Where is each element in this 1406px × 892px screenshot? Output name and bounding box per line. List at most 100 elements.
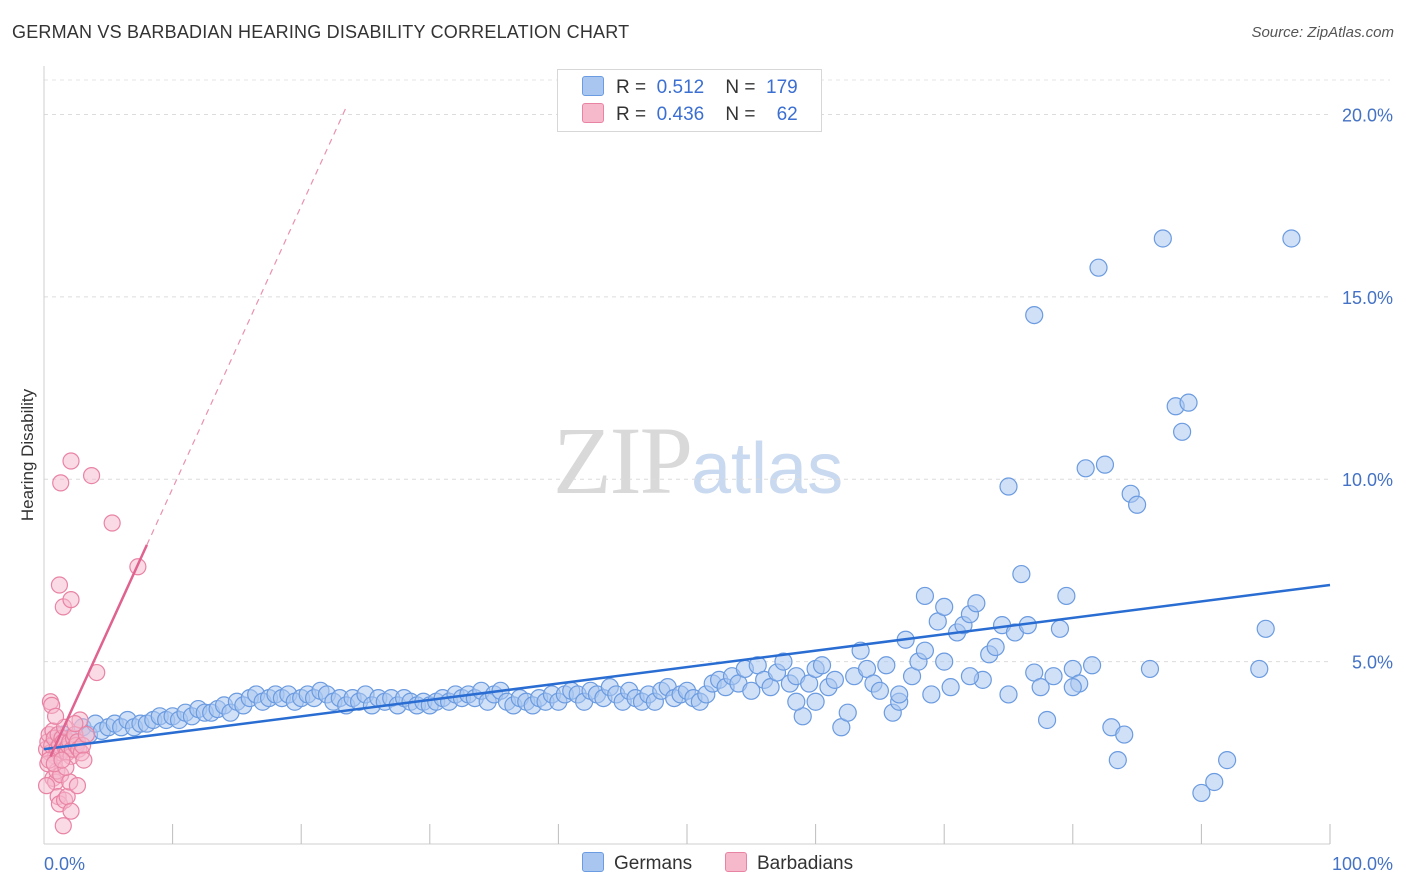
chart-source: Source: ZipAtlas.com xyxy=(1251,24,1394,41)
axes xyxy=(43,66,1331,845)
barbadian-point xyxy=(62,452,80,470)
german-point xyxy=(1218,751,1237,770)
legend-n-value: 179 xyxy=(766,77,798,98)
barbadian-point xyxy=(62,802,80,820)
german-point xyxy=(1140,659,1160,679)
german-point xyxy=(1173,422,1192,441)
german-point xyxy=(806,692,825,711)
german-point xyxy=(742,681,761,700)
barbadian-point xyxy=(52,474,70,492)
german-point xyxy=(1153,229,1172,248)
german-point xyxy=(915,641,935,660)
german-point xyxy=(1250,659,1269,679)
german-point xyxy=(1025,305,1044,325)
german-point xyxy=(986,637,1005,657)
y-tick-label: 15.0% xyxy=(1342,288,1393,308)
german-point xyxy=(1050,619,1070,638)
barbadian-point xyxy=(54,817,72,835)
bottom-legend-barbadians[interactable]: Barbadians xyxy=(725,852,853,875)
german-point xyxy=(922,685,941,704)
german-point xyxy=(870,681,890,700)
legend-r-label: R = xyxy=(616,77,647,98)
german-point xyxy=(999,477,1018,496)
watermark: ZIPatlas xyxy=(553,405,843,516)
barbadian-point xyxy=(37,777,56,795)
legend-n-label: N = xyxy=(725,77,756,98)
x-tick-label: 0.0% xyxy=(44,854,85,874)
german-point xyxy=(890,685,909,704)
german-point xyxy=(787,692,806,711)
german-point xyxy=(1037,710,1057,730)
chart-title: GERMAN VS BARBADIAN HEARING DISABILITY C… xyxy=(12,22,630,42)
german-point xyxy=(999,685,1018,704)
german-swatch xyxy=(582,76,604,96)
german-point xyxy=(812,656,832,675)
trend-lines xyxy=(43,106,1331,757)
german-point xyxy=(941,678,960,697)
y-tick-label: 20.0% xyxy=(1342,105,1393,125)
legend-r-value: 0.436 xyxy=(656,104,705,125)
tick-labels: 5.0% 10.0% 15.0% 20.0% 0.0% 100.0% xyxy=(44,105,1393,874)
y-tick-label: 5.0% xyxy=(1352,653,1393,673)
bottom-legend-label: Germans xyxy=(614,853,693,874)
barbadian-swatch xyxy=(582,103,604,123)
german-point xyxy=(967,594,986,613)
german-point xyxy=(838,703,857,722)
barbadian-point xyxy=(82,466,101,485)
barbadian-point xyxy=(75,751,93,769)
german-swatch xyxy=(582,852,604,872)
german-point xyxy=(1082,656,1102,675)
german-point xyxy=(1115,725,1134,744)
barbadian-point xyxy=(62,591,80,609)
german-point xyxy=(825,670,844,689)
german-point xyxy=(1044,667,1063,686)
german-point xyxy=(1095,455,1115,474)
legend-r-label: R = xyxy=(616,104,647,125)
german-trend-line xyxy=(43,583,1331,751)
german-point xyxy=(1108,751,1127,770)
german-point xyxy=(1063,678,1082,697)
german-point xyxy=(774,652,793,671)
german-point xyxy=(1205,772,1224,792)
legend-r-value: 0.512 xyxy=(656,77,705,98)
bottom-legend-label: Barbadians xyxy=(757,853,854,874)
german-point xyxy=(915,586,935,606)
german-point xyxy=(877,656,896,675)
german-point xyxy=(935,597,954,617)
german-point xyxy=(1127,495,1147,514)
barbadian-swatch xyxy=(725,852,747,872)
legend-row-barbadians: R = 0.436 N = 62 xyxy=(582,103,798,127)
german-point xyxy=(1089,258,1108,277)
german-point xyxy=(1282,229,1301,248)
barbadian-point xyxy=(66,715,84,733)
watermark-atlas: atlas xyxy=(691,429,844,509)
x-tick-label: 100.0% xyxy=(1332,854,1393,874)
grid-lines xyxy=(44,79,1390,663)
barbadian-trend-line xyxy=(49,544,149,757)
barbadian-trend-extension xyxy=(146,106,347,546)
german-point xyxy=(1031,678,1050,697)
german-point xyxy=(1256,619,1275,638)
barbadian-point xyxy=(46,707,65,725)
legend-n-value: 62 xyxy=(776,104,798,125)
german-point xyxy=(960,667,980,686)
german-point xyxy=(1179,393,1198,412)
barbadian-point xyxy=(68,777,87,795)
german-points xyxy=(47,229,1301,803)
barbadian-points xyxy=(37,452,147,835)
watermark-zip: ZIP xyxy=(553,407,693,514)
german-point xyxy=(935,652,954,671)
legend-n-label: N = xyxy=(725,104,756,125)
y-tick-label: 10.0% xyxy=(1342,470,1393,490)
barbadian-point xyxy=(50,576,69,594)
barbadian-point xyxy=(103,514,121,532)
barbadian-point xyxy=(53,751,71,769)
german-point xyxy=(1057,586,1076,606)
stats-legend: R = 0.512 N = 179 R = 0.436 N = 62 xyxy=(557,69,822,132)
bottom-legend-germans[interactable]: Germans xyxy=(582,852,692,875)
german-point xyxy=(1192,783,1211,803)
legend-row-germans: R = 0.512 N = 179 xyxy=(582,76,798,100)
german-point xyxy=(1012,564,1031,584)
